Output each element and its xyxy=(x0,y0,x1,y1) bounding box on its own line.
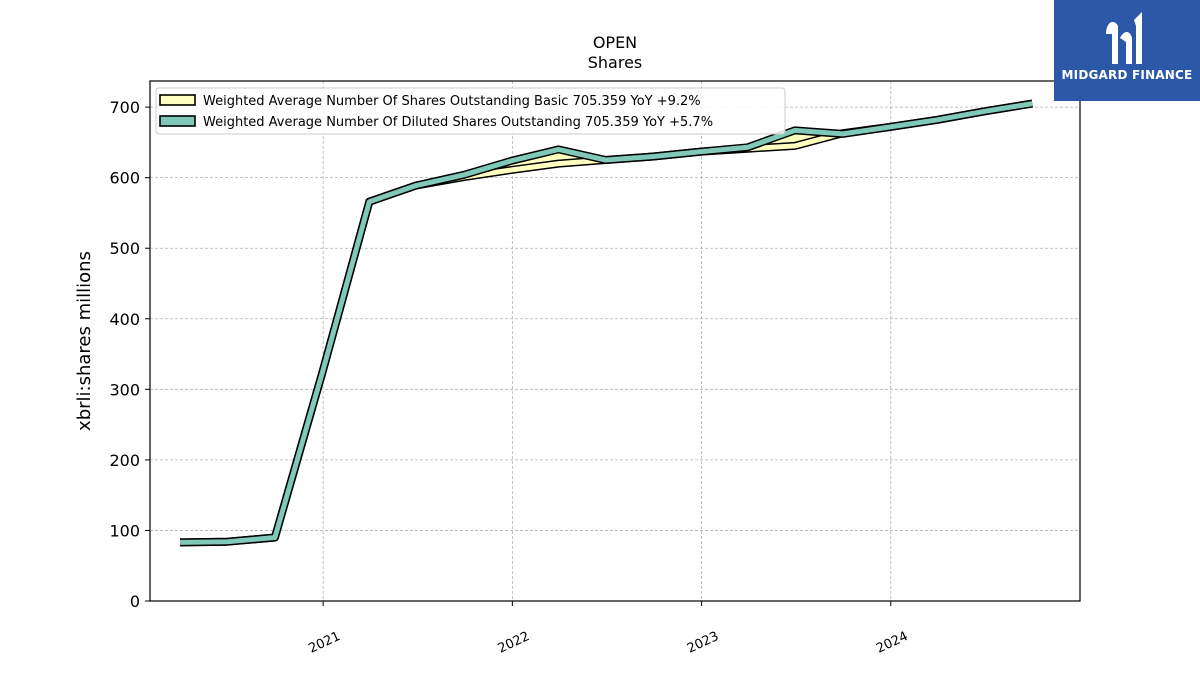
x-tick-label: 2023 xyxy=(685,629,721,657)
series-layer xyxy=(180,99,1033,547)
plot-frame xyxy=(149,80,1081,602)
y-tick-label: 700 xyxy=(109,98,140,117)
y-axis-label: xbrli:shares millions xyxy=(74,251,95,431)
y-tick-label: 400 xyxy=(109,310,140,329)
legend-swatch xyxy=(159,115,196,127)
series-line-diluted xyxy=(180,101,1033,545)
y-tick-label: 100 xyxy=(109,521,140,540)
legend-box xyxy=(155,87,786,135)
midgard-logo-icon xyxy=(1106,12,1142,64)
y-tick-label: 200 xyxy=(109,451,140,470)
brand-name: MIDGARD FINANCE xyxy=(1061,68,1193,82)
y-tick-label: 600 xyxy=(109,169,140,188)
chart-subtitle: Shares xyxy=(588,53,643,72)
y-tick-label: 500 xyxy=(109,239,140,258)
legend-label: Weighted Average Number Of Diluted Share… xyxy=(203,115,713,130)
x-tick-label: 2022 xyxy=(496,629,532,657)
axes: 0 100 200 300 400 500 600 700 2021 2022 2023 2024 xyxy=(109,98,910,657)
series-outline-basic xyxy=(180,99,1033,547)
brand-logo: MIDGARD FINANCE xyxy=(1054,0,1200,101)
legend: Weighted Average Number Of Shares Outsta… xyxy=(155,87,786,135)
y-tick-label: 300 xyxy=(109,380,140,399)
y-tick-label: 0 xyxy=(130,592,140,611)
series-gap-fill xyxy=(180,103,1033,543)
grid-lines xyxy=(150,81,1080,602)
series-line-basic xyxy=(180,101,1033,545)
chart-title: OPEN xyxy=(593,33,637,52)
series-outline-diluted xyxy=(180,99,1033,547)
legend-label: Weighted Average Number Of Shares Outsta… xyxy=(203,94,701,109)
legend-swatch xyxy=(159,94,196,106)
x-tick-label: 2021 xyxy=(307,629,343,657)
x-tick-label: 2024 xyxy=(874,629,910,657)
